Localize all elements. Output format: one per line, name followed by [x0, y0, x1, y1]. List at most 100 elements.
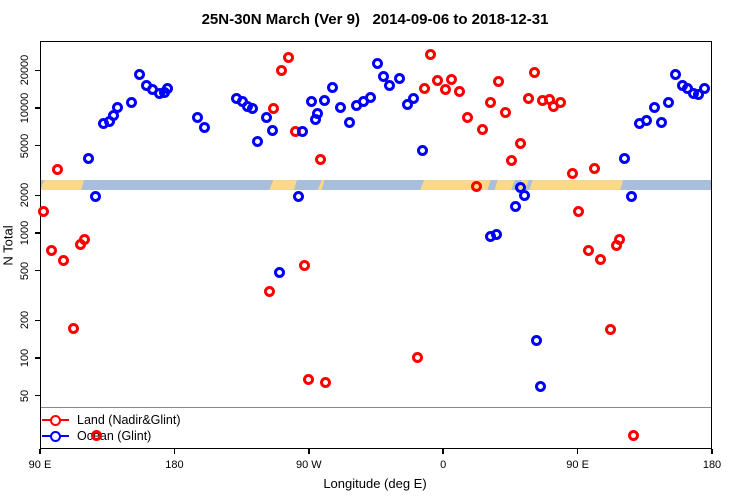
land-point [419, 83, 431, 95]
land-point [470, 181, 482, 193]
land-point [627, 429, 639, 441]
y-axis-tick-label: 50 [19, 389, 31, 402]
land-point [595, 254, 607, 266]
ocean-point [266, 125, 278, 137]
x-axis-tick-label: 0 [440, 459, 447, 471]
land-point [582, 245, 594, 257]
ocean-point [327, 82, 339, 94]
ocean-point [365, 91, 377, 103]
y-axis-tick [35, 319, 40, 322]
land-point [453, 86, 465, 98]
land-point [572, 205, 584, 217]
y-axis-tick-label: 500 [19, 261, 31, 280]
y-axis-tick [35, 357, 40, 359]
y-axis-tick [35, 269, 40, 272]
y-axis-tick [35, 144, 40, 147]
ocean-point [89, 190, 101, 202]
land-point [611, 240, 623, 252]
coast-band-land-segment [40, 180, 84, 190]
ocean-point [372, 57, 384, 69]
ocean-point [663, 97, 675, 109]
legend: Land (Nadir&Glint) Ocean (Glint) [42, 412, 181, 444]
x-axis-tick [442, 449, 444, 454]
ocean-point [297, 125, 309, 137]
land-point [589, 163, 601, 175]
land-point [446, 74, 458, 86]
land-point [91, 429, 103, 441]
ocean-point [126, 97, 138, 109]
land-point [432, 74, 444, 86]
ocean-point [416, 144, 428, 156]
land-point [529, 66, 541, 78]
y-axis-tick-label: 5000 [19, 133, 31, 158]
ocean-point [393, 73, 405, 85]
ocean-point [292, 190, 304, 202]
y-axis-tick [35, 232, 40, 234]
y-axis-tick [35, 69, 40, 72]
x-axis-tick [576, 449, 579, 454]
ocean-point [335, 101, 347, 113]
y-axis-tick-label: 2000 [19, 183, 31, 208]
land-point [52, 163, 64, 175]
coast-band-land-segment [269, 180, 297, 190]
land-point [411, 351, 423, 363]
ocean-point [670, 69, 682, 81]
y-axis-title: N Total [0, 225, 16, 266]
ocean-legend-circle-icon [50, 430, 61, 442]
land-point [439, 84, 451, 96]
ocean-point [656, 116, 668, 128]
y-axis-tick [35, 394, 40, 397]
y-axis-tick [35, 194, 40, 197]
land-point [567, 168, 579, 180]
ocean-point [383, 79, 395, 91]
land-point [303, 374, 315, 386]
ocean-point [133, 69, 145, 81]
ocean-point [530, 335, 542, 347]
land-point [264, 285, 276, 297]
land-point [276, 64, 288, 76]
ocean-point [261, 111, 273, 123]
ocean-series-symbol [42, 430, 69, 442]
land-legend-circle-icon [50, 414, 61, 426]
ocean-point [82, 153, 94, 165]
coast-band-ocean [40, 180, 712, 191]
land-point [484, 97, 496, 109]
ocean-point [619, 153, 631, 165]
land-point [57, 254, 69, 266]
coast-band-land-segment [318, 180, 325, 190]
ocean-point [192, 112, 204, 124]
land-point [74, 238, 86, 250]
land-point [320, 376, 332, 388]
ocean-point [273, 267, 285, 279]
land-point [505, 154, 517, 166]
x-axis-tick-label: 90 E [566, 459, 589, 471]
land-point [314, 153, 326, 165]
y-axis-tick [35, 107, 40, 109]
ocean-point [252, 136, 264, 148]
ocean-point [378, 70, 390, 82]
y-axis-tick-label: 100 [19, 348, 31, 368]
ocean-point [401, 99, 413, 111]
land-point [298, 259, 310, 271]
land-point [555, 96, 567, 108]
land-point [46, 244, 58, 256]
land-point [492, 75, 504, 87]
y-axis-tick-label: 200 [19, 311, 31, 330]
x-axis-tick [173, 449, 176, 454]
land-point [268, 102, 280, 114]
x-axis-tick-label: 90 E [28, 459, 52, 471]
ocean-point [491, 229, 503, 241]
ocean-point [509, 200, 521, 212]
y-axis-tick-label: 1000 [19, 220, 31, 246]
ocean-point [535, 381, 547, 393]
ocean-point [699, 83, 711, 95]
legend-item-land: Land (Nadir&Glint) [42, 412, 181, 428]
ocean-point [344, 117, 356, 129]
land-series-symbol [42, 414, 69, 426]
land-point [37, 206, 49, 218]
ocean-point [199, 122, 211, 134]
ocean-point [648, 101, 660, 113]
x-axis-title: Longitude (deg E) [323, 476, 427, 491]
land-point [515, 138, 527, 150]
ocean-point [626, 190, 638, 202]
